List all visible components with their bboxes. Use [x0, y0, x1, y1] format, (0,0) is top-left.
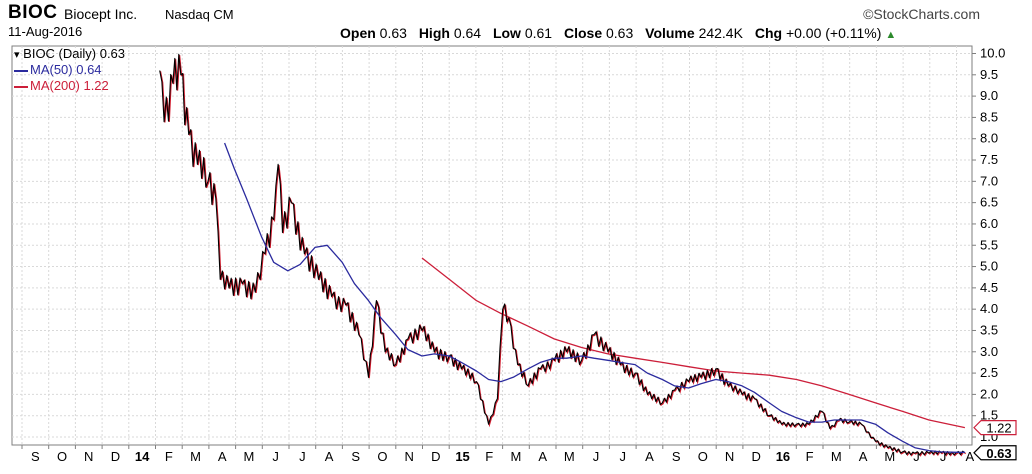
- close-value: 0.63: [606, 25, 634, 41]
- high-value: 0.64: [453, 25, 482, 41]
- stockcharts-brand[interactable]: ©StockCharts.com: [863, 6, 980, 22]
- y-tick-label: 5.5: [980, 237, 998, 252]
- x-tick-label: F: [806, 449, 814, 464]
- y-tick-label: 9.0: [980, 88, 998, 103]
- legend-ma50-label: MA(50) 0.64: [30, 62, 102, 77]
- x-tick-label: M: [831, 449, 842, 464]
- y-tick-label: 2.5: [980, 365, 998, 380]
- x-tick-label: O: [698, 449, 708, 464]
- low-value: 0.61: [524, 25, 553, 41]
- x-tick-label: F: [165, 449, 173, 464]
- y-tick-label: 5.0: [980, 259, 998, 274]
- y-tick-label: 4.0: [980, 301, 998, 316]
- open-label: Open: [340, 25, 376, 41]
- y-tick-label: 1.5: [980, 408, 998, 423]
- last-value-tag: [973, 420, 1017, 436]
- x-tick-label: S: [672, 449, 681, 464]
- quote-date: 11-Aug-2016: [8, 24, 83, 39]
- y-tick-label: 8.0: [980, 131, 998, 146]
- legend-price-label: BIOC (Daily) 0.63: [23, 46, 126, 61]
- high-label: High: [418, 25, 450, 41]
- ma50-line: [223, 142, 965, 453]
- x-tick-label: 14: [135, 449, 150, 464]
- y-tick-label: 8.5: [980, 109, 998, 124]
- y-tick-label: 3.0: [980, 344, 998, 359]
- y-tick-label: 9.5: [980, 67, 998, 82]
- ticker-symbol: BIOC: [8, 2, 58, 23]
- x-tick-label: A: [538, 449, 547, 464]
- x-tick-label: M: [511, 449, 522, 464]
- close-label: Close: [563, 25, 603, 41]
- x-tick-label: A: [325, 449, 334, 464]
- volume-label: Volume: [645, 25, 695, 41]
- y-tick-label: 2.0: [980, 386, 998, 401]
- y-tick-label: 6.0: [980, 216, 998, 231]
- x-tick-label: M: [190, 449, 201, 464]
- x-tick-label: N: [725, 449, 734, 464]
- volume-value: 242.4K: [698, 25, 743, 41]
- exchange-name: Nasdaq CM: [165, 7, 234, 22]
- y-tick-label: 4.5: [980, 280, 998, 295]
- legend-ma200: MA(200) 1.22: [14, 78, 109, 93]
- x-tick-label: S: [31, 449, 40, 464]
- x-tick-label: D: [752, 449, 761, 464]
- last-value-tag-label: 0.63: [986, 446, 1011, 461]
- x-tick-label: N: [404, 449, 413, 464]
- x-tick-label: 15: [455, 449, 469, 464]
- last-value-tag-label: 1.22: [986, 421, 1011, 436]
- ma200-swatch-icon: [14, 85, 28, 88]
- x-tick-label: J: [593, 449, 600, 464]
- price-line: [159, 53, 966, 456]
- x-tick-label: D: [431, 449, 440, 464]
- up-triangle-icon: ▲: [885, 29, 897, 41]
- x-tick-label: M: [564, 449, 575, 464]
- change-value: +0.00 (+0.11%): [785, 25, 882, 41]
- y-tick-label: 7.0: [980, 173, 998, 188]
- x-tick-label: S: [351, 449, 360, 464]
- legend-ma200-label: MA(200) 1.22: [30, 78, 109, 93]
- x-tick-label: J: [940, 449, 947, 464]
- y-tick-label: 10.0: [980, 46, 1005, 61]
- x-tick-label: F: [485, 449, 493, 464]
- y-tick-label: 6.5: [980, 195, 998, 210]
- chart-header: BIOC Biocept Inc. Nasdaq CM 11-Aug-2016 …: [0, 0, 1032, 46]
- change-label: Chg: [754, 25, 783, 41]
- x-tick-label: A: [859, 449, 868, 464]
- y-tick-label: 3.5: [980, 322, 998, 337]
- low-label: Low: [492, 25, 521, 41]
- legend-price: ▾ BIOC (Daily) 0.63: [14, 46, 125, 61]
- x-tick-label: M: [244, 449, 255, 464]
- x-tick-label: J: [299, 449, 306, 464]
- legend-ma50: MA(50) 0.64: [14, 62, 102, 77]
- x-tick-label: D: [111, 449, 120, 464]
- quote-bar: Open 0.63 High 0.64 Low 0.61 Close 0.63 …: [340, 25, 896, 41]
- x-tick-label: O: [57, 449, 67, 464]
- x-tick-label: O: [377, 449, 387, 464]
- last-value-tag: [973, 445, 1017, 461]
- x-tick-label: J: [913, 449, 920, 464]
- x-tick-label: N: [84, 449, 93, 464]
- company-name: Biocept Inc.: [64, 6, 138, 22]
- x-tick-label: A: [645, 449, 654, 464]
- x-tick-label: A: [966, 449, 975, 464]
- x-tick-label: J: [620, 449, 627, 464]
- price-series-icon: ▾: [14, 49, 20, 61]
- open-value: 0.63: [379, 25, 407, 41]
- x-tick-label: A: [218, 449, 227, 464]
- ma50-swatch-icon: [14, 69, 28, 72]
- x-tick-label: J: [272, 449, 279, 464]
- x-tick-label: 16: [776, 449, 790, 464]
- y-tick-label: 7.5: [980, 152, 998, 167]
- x-tick-label: M: [884, 449, 895, 464]
